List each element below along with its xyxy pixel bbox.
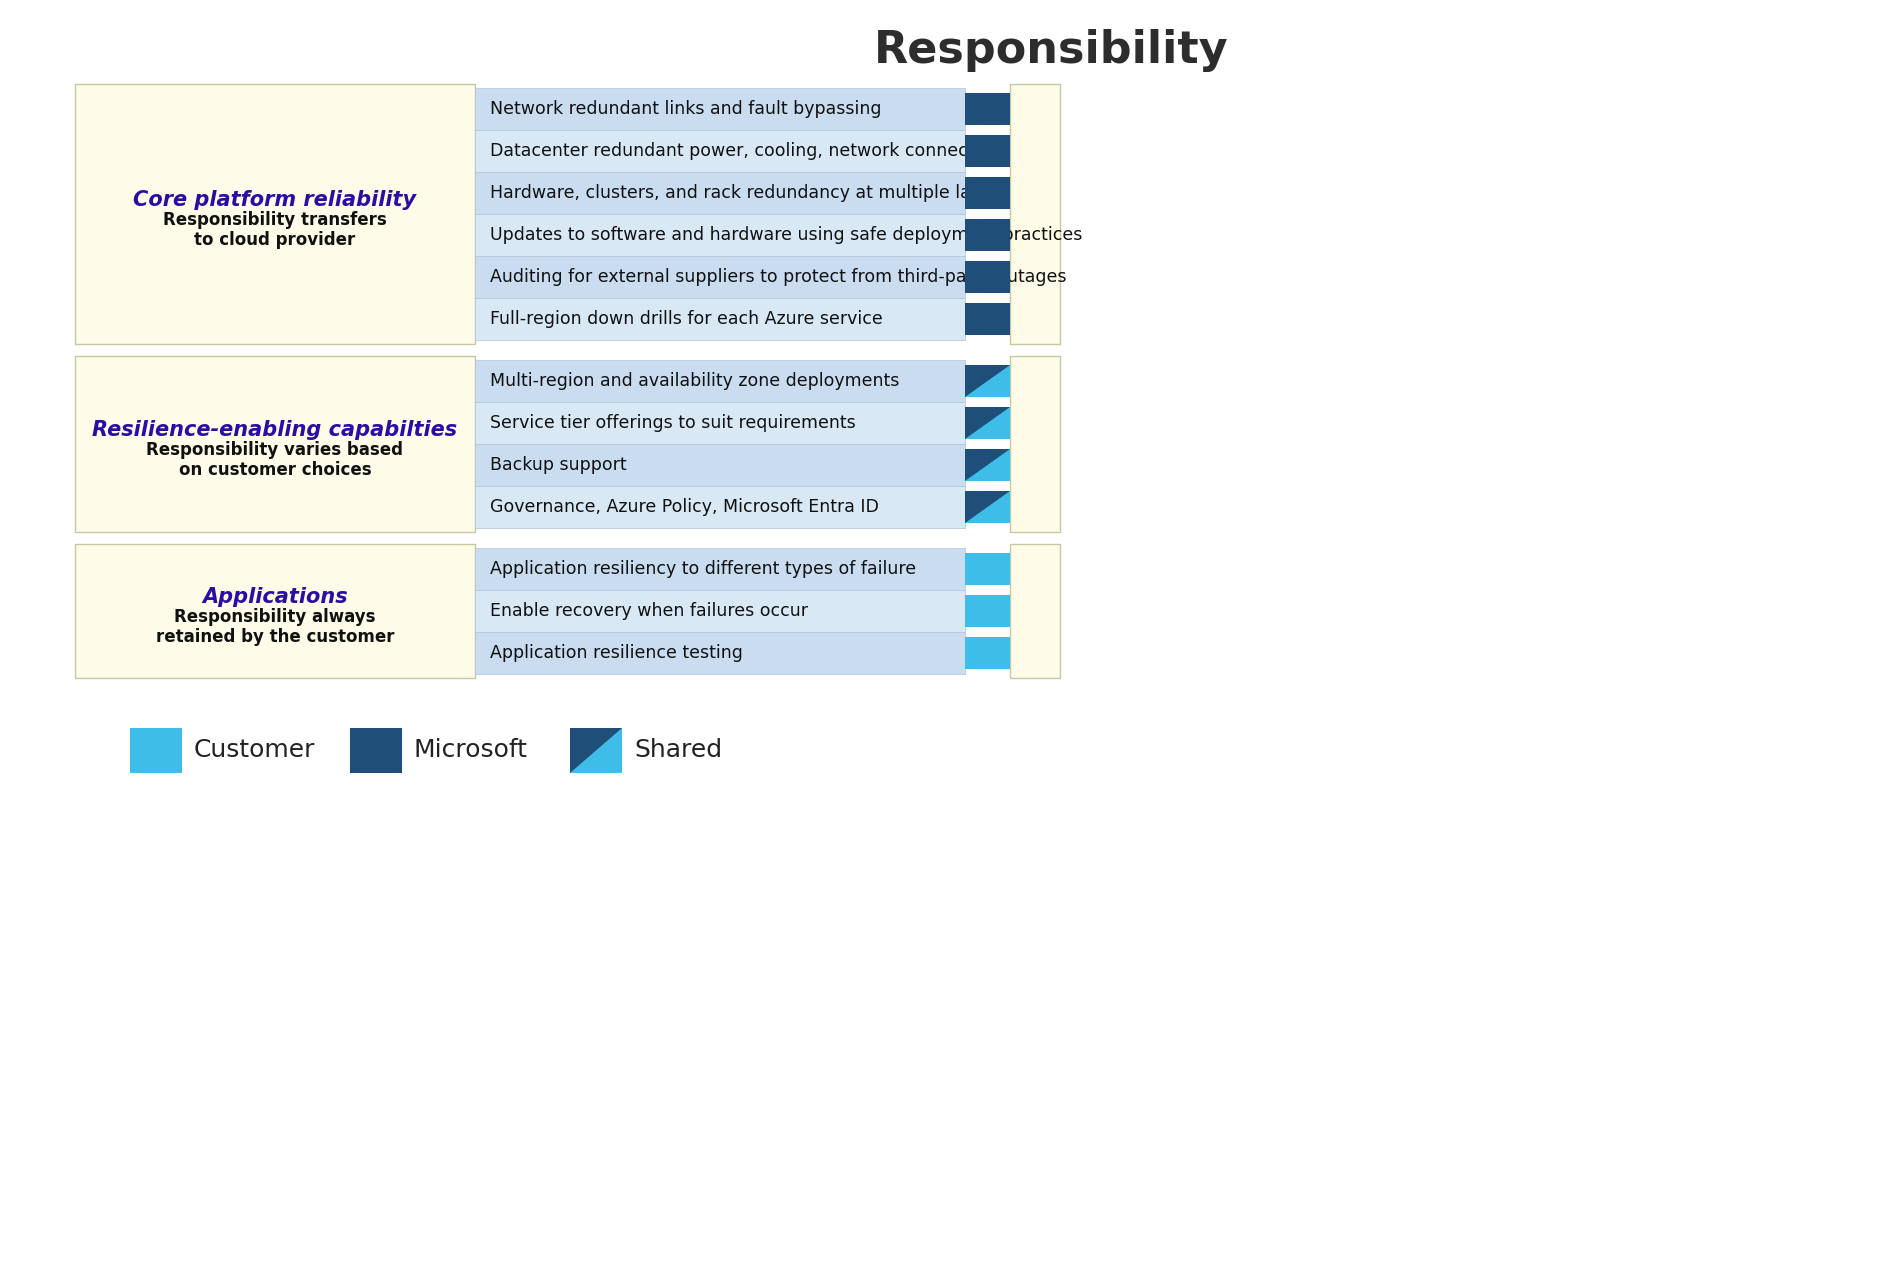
Bar <box>965 364 1010 398</box>
Bar <box>965 450 1010 481</box>
Bar <box>965 218 1010 251</box>
Text: Core platform reliability: Core platform reliability <box>133 190 417 210</box>
Bar <box>475 298 965 340</box>
Bar <box>349 728 402 773</box>
Bar <box>475 486 965 528</box>
Bar <box>965 304 1010 335</box>
Bar <box>965 638 1010 669</box>
Polygon shape <box>965 364 1010 398</box>
Bar <box>965 93 1010 124</box>
Bar <box>1010 84 1061 344</box>
Bar <box>475 444 965 486</box>
Bar <box>965 491 1010 523</box>
Polygon shape <box>965 406 1010 439</box>
Text: Shared: Shared <box>634 738 723 762</box>
Text: Auditing for external suppliers to protect from third-party outages: Auditing for external suppliers to prote… <box>490 268 1066 286</box>
Text: Hardware, clusters, and rack redundancy at multiple layers: Hardware, clusters, and rack redundancy … <box>490 184 1008 202</box>
Text: Customer: Customer <box>193 738 315 762</box>
Bar <box>475 215 965 257</box>
Text: Application resilience testing: Application resilience testing <box>490 644 743 662</box>
Bar <box>75 84 475 344</box>
Bar <box>475 632 965 674</box>
Text: Multi-region and availability zone deployments: Multi-region and availability zone deplo… <box>490 372 899 390</box>
Text: Applications: Applications <box>203 587 347 607</box>
Text: Enable recovery when failures occur: Enable recovery when failures occur <box>490 602 807 620</box>
Bar <box>1010 356 1061 532</box>
Bar <box>475 359 965 403</box>
Bar <box>965 596 1010 627</box>
Bar <box>571 728 621 773</box>
Text: Application resiliency to different types of failure: Application resiliency to different type… <box>490 560 916 578</box>
Bar <box>475 591 965 632</box>
Bar <box>965 406 1010 439</box>
Text: Backup support: Backup support <box>490 456 627 474</box>
Bar <box>75 544 475 678</box>
Polygon shape <box>965 491 1010 523</box>
Text: Datacenter redundant power, cooling, network connections: Datacenter redundant power, cooling, net… <box>490 142 1010 160</box>
Bar <box>965 177 1010 210</box>
Bar <box>475 130 965 171</box>
Text: Service tier offerings to suit requirements: Service tier offerings to suit requireme… <box>490 414 856 432</box>
Polygon shape <box>965 450 1010 481</box>
Bar <box>475 171 965 215</box>
Bar <box>475 547 965 591</box>
Bar <box>75 356 475 532</box>
Polygon shape <box>571 728 621 773</box>
Text: Updates to software and hardware using safe deployment practices: Updates to software and hardware using s… <box>490 226 1083 244</box>
Bar <box>965 135 1010 166</box>
Bar <box>965 552 1010 585</box>
Bar <box>475 88 965 130</box>
Bar <box>475 257 965 298</box>
Text: Responsibility always
retained by the customer: Responsibility always retained by the cu… <box>156 607 394 646</box>
Text: Governance, Azure Policy, Microsoft Entra ID: Governance, Azure Policy, Microsoft Entr… <box>490 498 878 516</box>
Text: Microsoft: Microsoft <box>415 738 527 762</box>
Text: Full-region down drills for each Azure service: Full-region down drills for each Azure s… <box>490 310 882 328</box>
Text: Responsibility: Responsibility <box>875 28 1228 71</box>
Text: Responsibility varies based
on customer choices: Responsibility varies based on customer … <box>146 441 404 479</box>
Bar <box>1010 544 1061 678</box>
Text: Resilience-enabling capabilties: Resilience-enabling capabilties <box>92 420 458 439</box>
Text: Responsibility transfers
to cloud provider: Responsibility transfers to cloud provid… <box>163 211 387 249</box>
Bar <box>475 403 965 444</box>
Bar <box>965 262 1010 293</box>
Bar <box>130 728 182 773</box>
Text: Network redundant links and fault bypassing: Network redundant links and fault bypass… <box>490 100 882 118</box>
